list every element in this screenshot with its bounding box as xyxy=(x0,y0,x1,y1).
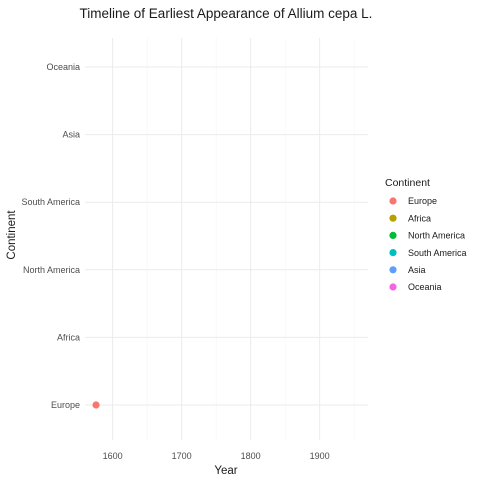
legend-label: Europe xyxy=(408,196,437,206)
x-tick-labels: 1600 1700 1800 1900 xyxy=(103,451,330,461)
y-tick-label: North America xyxy=(23,265,80,275)
y-tick-label: Asia xyxy=(62,130,80,140)
y-tick-label: South America xyxy=(21,197,80,207)
legend: Europe Africa North America South America As… xyxy=(389,196,467,292)
legend-label: Africa xyxy=(408,213,431,223)
legend-key xyxy=(389,214,397,222)
x-axis-title: Year xyxy=(214,465,237,477)
x-tick-label: 1600 xyxy=(103,451,123,461)
legend-label: North America xyxy=(408,231,465,241)
y-axis-title: Continent xyxy=(6,210,18,260)
y-tick-label: Oceania xyxy=(46,62,80,72)
x-tick-label: 1900 xyxy=(310,451,330,461)
legend-key xyxy=(389,283,397,291)
legend-key xyxy=(389,249,397,257)
y-tick-labels: Europe Africa North America South America As… xyxy=(21,62,80,410)
y-tick-label: Europe xyxy=(51,400,80,410)
data-point xyxy=(92,401,100,409)
legend-key xyxy=(389,197,397,205)
grid xyxy=(85,38,368,440)
legend-label: Oceania xyxy=(408,282,442,292)
legend-label: Asia xyxy=(408,265,426,275)
legend-label: South America xyxy=(408,248,467,258)
data-points xyxy=(92,401,100,409)
legend-key xyxy=(389,231,397,239)
legend-key xyxy=(389,266,397,274)
chart-title: Timeline of Earliest Appearance of Alliu… xyxy=(80,6,373,21)
x-tick-label: 1700 xyxy=(172,451,192,461)
legend-title: Continent xyxy=(385,177,430,189)
x-tick-label: 1800 xyxy=(241,451,261,461)
y-tick-label: Africa xyxy=(57,332,80,342)
